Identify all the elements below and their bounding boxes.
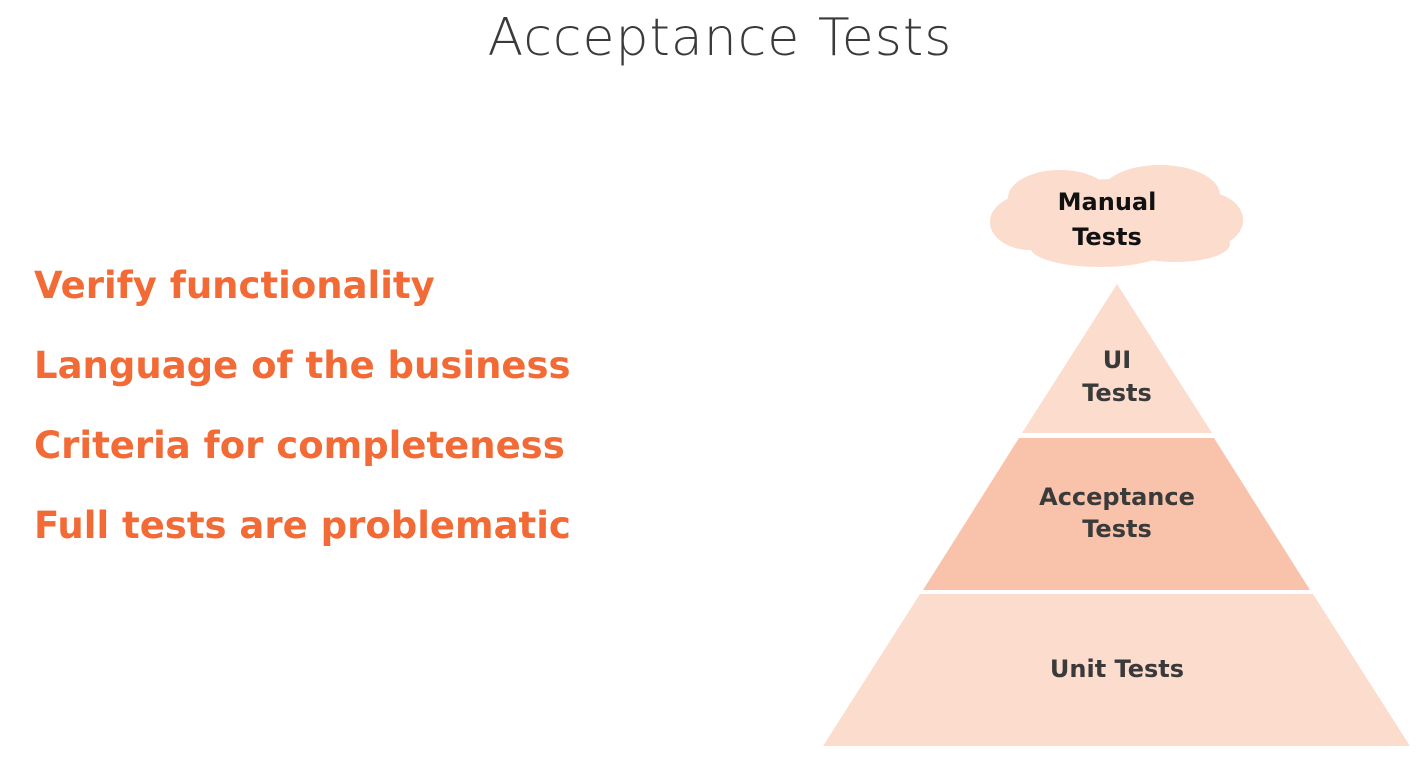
- bullet-item: Language of the business: [34, 344, 571, 387]
- unit-tier-label: Unit Tests: [1050, 655, 1184, 683]
- bullet-item: Criteria for completeness: [34, 424, 565, 467]
- manual-tests-cloud: [990, 165, 1243, 267]
- bullet-item: Full tests are problematic: [34, 504, 571, 547]
- bullet-list: Verify functionality Language of the bus…: [34, 246, 571, 566]
- cloud-label-line2: Tests: [1072, 223, 1142, 251]
- pyramid-tier-unit: [823, 594, 1410, 746]
- ui-tier-label-line1: UI: [1103, 346, 1131, 374]
- bullet-item: Verify functionality: [34, 264, 435, 307]
- ui-tier-label-line2: Tests: [1082, 379, 1152, 407]
- pyramid-tier-acceptance: [923, 438, 1310, 590]
- cloud-label-line1: Manual: [1058, 188, 1157, 216]
- pyramid-tier-ui: [1022, 284, 1212, 433]
- acceptance-tier-label-line2: Tests: [1082, 515, 1152, 543]
- acceptance-tier-label-line1: Acceptance: [1039, 483, 1195, 511]
- slide-title: Acceptance Tests: [487, 8, 953, 68]
